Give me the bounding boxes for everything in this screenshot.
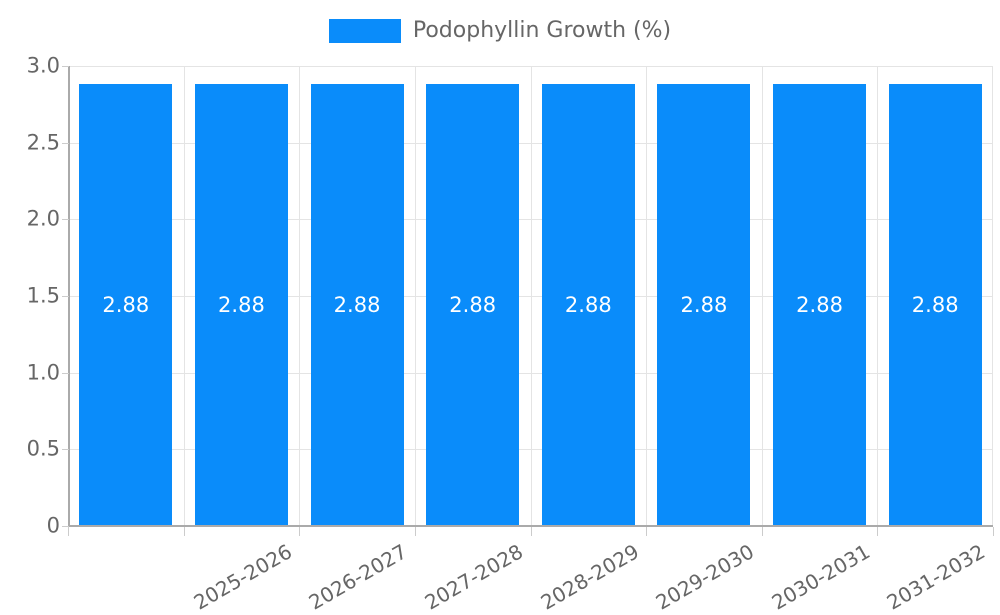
- x-axis-tick-mark: [877, 527, 878, 536]
- y-axis-tick-label: 3.0: [0, 56, 60, 77]
- bar[interactable]: 2.88: [773, 84, 866, 526]
- legend-label-podophyllin-growth[interactable]: Podophyllin Growth (%): [413, 20, 671, 42]
- x-axis-tick-mark: [184, 527, 185, 536]
- gridline-vertical: [531, 66, 532, 526]
- gridline-vertical: [184, 66, 185, 526]
- bar-value-label: 2.88: [79, 295, 172, 316]
- bar[interactable]: 2.88: [657, 84, 750, 526]
- bar[interactable]: 2.88: [79, 84, 172, 526]
- y-axis-tick-mark: [62, 373, 69, 374]
- x-axis-tick-mark: [762, 527, 763, 536]
- x-axis-tick-label: 2025-2026: [190, 541, 294, 613]
- y-axis-tick-label: 2.0: [0, 209, 60, 230]
- y-axis-tick-label: 0.5: [0, 439, 60, 460]
- x-axis-tick-label: 2030-2031: [768, 541, 872, 613]
- x-axis-tick-label: 2031-2032: [884, 541, 988, 613]
- y-axis-tick-mark: [62, 219, 69, 220]
- bar-value-label: 2.88: [657, 295, 750, 316]
- bar-value-label: 2.88: [426, 295, 519, 316]
- bar[interactable]: 2.88: [195, 84, 288, 526]
- gridline-vertical: [877, 66, 878, 526]
- bar-value-label: 2.88: [195, 295, 288, 316]
- x-axis-tick-mark: [68, 527, 69, 536]
- bar[interactable]: 2.88: [889, 84, 982, 526]
- bar-value-label: 2.88: [542, 295, 635, 316]
- y-axis-tick-label: 2.5: [0, 132, 60, 153]
- x-axis-tick-label: 2027-2028: [421, 541, 525, 613]
- x-axis-tick-label: 2028-2029: [537, 541, 641, 613]
- chart-legend: Podophyllin Growth (%): [0, 14, 1000, 48]
- gridline-vertical: [415, 66, 416, 526]
- y-axis-tick-label: 0: [0, 516, 60, 537]
- y-axis-tick-label: 1.0: [0, 362, 60, 383]
- y-axis-tick-mark: [62, 143, 69, 144]
- bar-value-label: 2.88: [311, 295, 404, 316]
- x-axis-tick-mark: [531, 527, 532, 536]
- x-axis-tick-mark: [993, 527, 994, 536]
- gridline-vertical: [299, 66, 300, 526]
- y-axis-tick-mark: [62, 66, 69, 67]
- x-axis-tick-mark: [646, 527, 647, 536]
- bar[interactable]: 2.88: [542, 84, 635, 526]
- x-axis-tick-mark: [299, 527, 300, 536]
- plot-area: 2.88 2.88 2.88 2.88 2.88 2.88 2.88 2.88: [68, 66, 993, 526]
- bar-value-label: 2.88: [773, 295, 866, 316]
- x-axis-tick-label: 2026-2027: [306, 541, 410, 613]
- gridline-vertical: [646, 66, 647, 526]
- bar[interactable]: 2.88: [311, 84, 404, 526]
- y-axis-tick-label: 1.5: [0, 286, 60, 307]
- gridline-vertical: [762, 66, 763, 526]
- y-axis-tick-mark: [62, 449, 69, 450]
- y-axis-tick-mark: [62, 296, 69, 297]
- legend-swatch-podophyllin-growth[interactable]: [329, 19, 401, 43]
- bar-value-label: 2.88: [889, 295, 982, 316]
- x-axis-tick-mark: [415, 527, 416, 536]
- x-axis-tick-label: 2029-2030: [653, 541, 757, 613]
- bar[interactable]: 2.88: [426, 84, 519, 526]
